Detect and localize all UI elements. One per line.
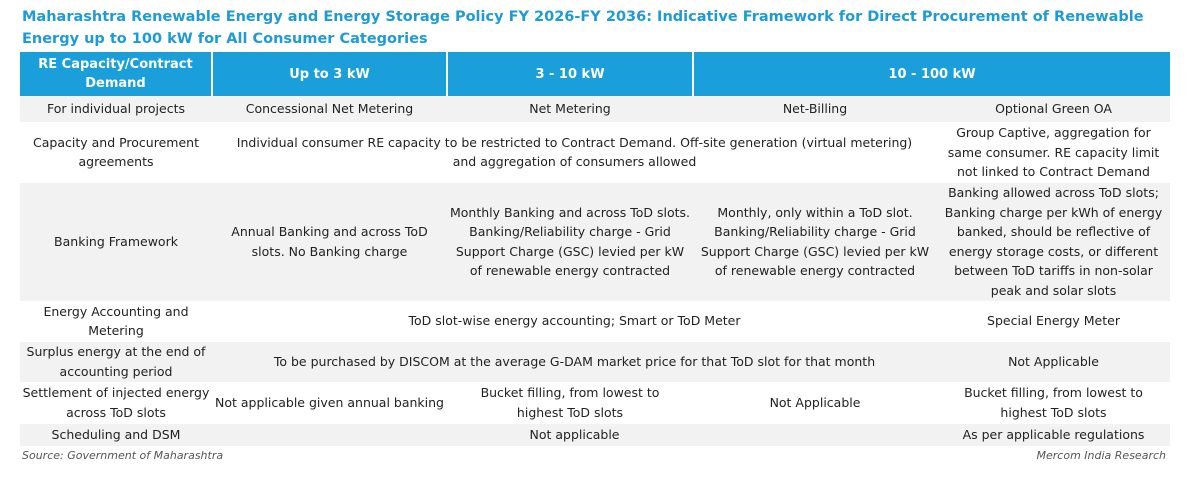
row-label: Scheduling and DSM bbox=[20, 423, 212, 447]
table-cell: Group Captive, aggregation for same cons… bbox=[937, 122, 1170, 183]
table-cell: Net Metering bbox=[447, 96, 693, 123]
table-cell: Not Applicable bbox=[937, 341, 1170, 383]
header-up-to-3kw: Up to 3 kW bbox=[212, 52, 448, 96]
credit-note: Mercom India Research bbox=[1036, 449, 1166, 462]
table-row: Surplus energy at the end of accounting … bbox=[20, 341, 1170, 383]
table-row: Capacity and Procurement agreements Indi… bbox=[20, 122, 1170, 183]
table-row: Scheduling and DSM Not applicable As per… bbox=[20, 423, 1170, 447]
table-cell: Not applicable given annual banking bbox=[212, 382, 447, 424]
page-title: Maharashtra Renewable Energy and Energy … bbox=[22, 9, 1144, 47]
table-cell: As per applicable regulations bbox=[937, 423, 1170, 447]
table-cell: Net-Billing bbox=[693, 96, 937, 123]
row-label: Capacity and Procurement agreements bbox=[20, 122, 212, 183]
row-label: Surplus energy at the end of accounting … bbox=[20, 341, 212, 383]
row-label: Energy Accounting and Metering bbox=[20, 301, 212, 342]
framework-table: RE Capacity/Contract Demand Up to 3 kW 3… bbox=[20, 52, 1170, 447]
row-label: For individual projects bbox=[20, 96, 212, 123]
table-row: Banking Framework Annual Banking and acr… bbox=[20, 182, 1170, 302]
table-cell: Bucket filling, from lowest to highest T… bbox=[447, 382, 693, 424]
table-cell: Special Energy Meter bbox=[937, 301, 1170, 342]
table-row: Settlement of injected energy across ToD… bbox=[20, 382, 1170, 424]
table-cell: Monthly, only within a ToD slot. Banking… bbox=[693, 182, 937, 302]
table-cell: To be purchased by DISCOM at the average… bbox=[212, 341, 937, 383]
table-cell: Not applicable bbox=[212, 423, 937, 447]
row-label: Settlement of injected energy across ToD… bbox=[20, 382, 212, 424]
table-cell: Concessional Net Metering bbox=[212, 96, 447, 123]
header-capacity: RE Capacity/Contract Demand bbox=[20, 52, 213, 96]
table-row: For individual projects Concessional Net… bbox=[20, 96, 1170, 123]
header-10-100kw: 10 - 100 kW bbox=[693, 52, 1170, 96]
table-cell: Individual consumer RE capacity to be re… bbox=[212, 122, 937, 183]
table-cell: ToD slot-wise energy accounting; Smart o… bbox=[212, 301, 937, 342]
table-row: Energy Accounting and Metering ToD slot-… bbox=[20, 301, 1170, 342]
row-label: Banking Framework bbox=[20, 182, 212, 302]
table-cell: Banking allowed across ToD slots; Bankin… bbox=[937, 182, 1170, 302]
header-3-10kw: 3 - 10 kW bbox=[447, 52, 694, 96]
table-cell: Annual Banking and across ToD slots. No … bbox=[212, 182, 447, 302]
table-cell: Monthly Banking and across ToD slots. Ba… bbox=[447, 182, 693, 302]
table-cell: Bucket filling, from lowest to highest T… bbox=[937, 382, 1170, 424]
source-note: Source: Government of Maharashtra bbox=[22, 449, 224, 462]
table-header-row: RE Capacity/Contract Demand Up to 3 kW 3… bbox=[20, 52, 1170, 96]
table-cell: Optional Green OA bbox=[937, 96, 1170, 123]
table-cell: Not Applicable bbox=[693, 382, 937, 424]
